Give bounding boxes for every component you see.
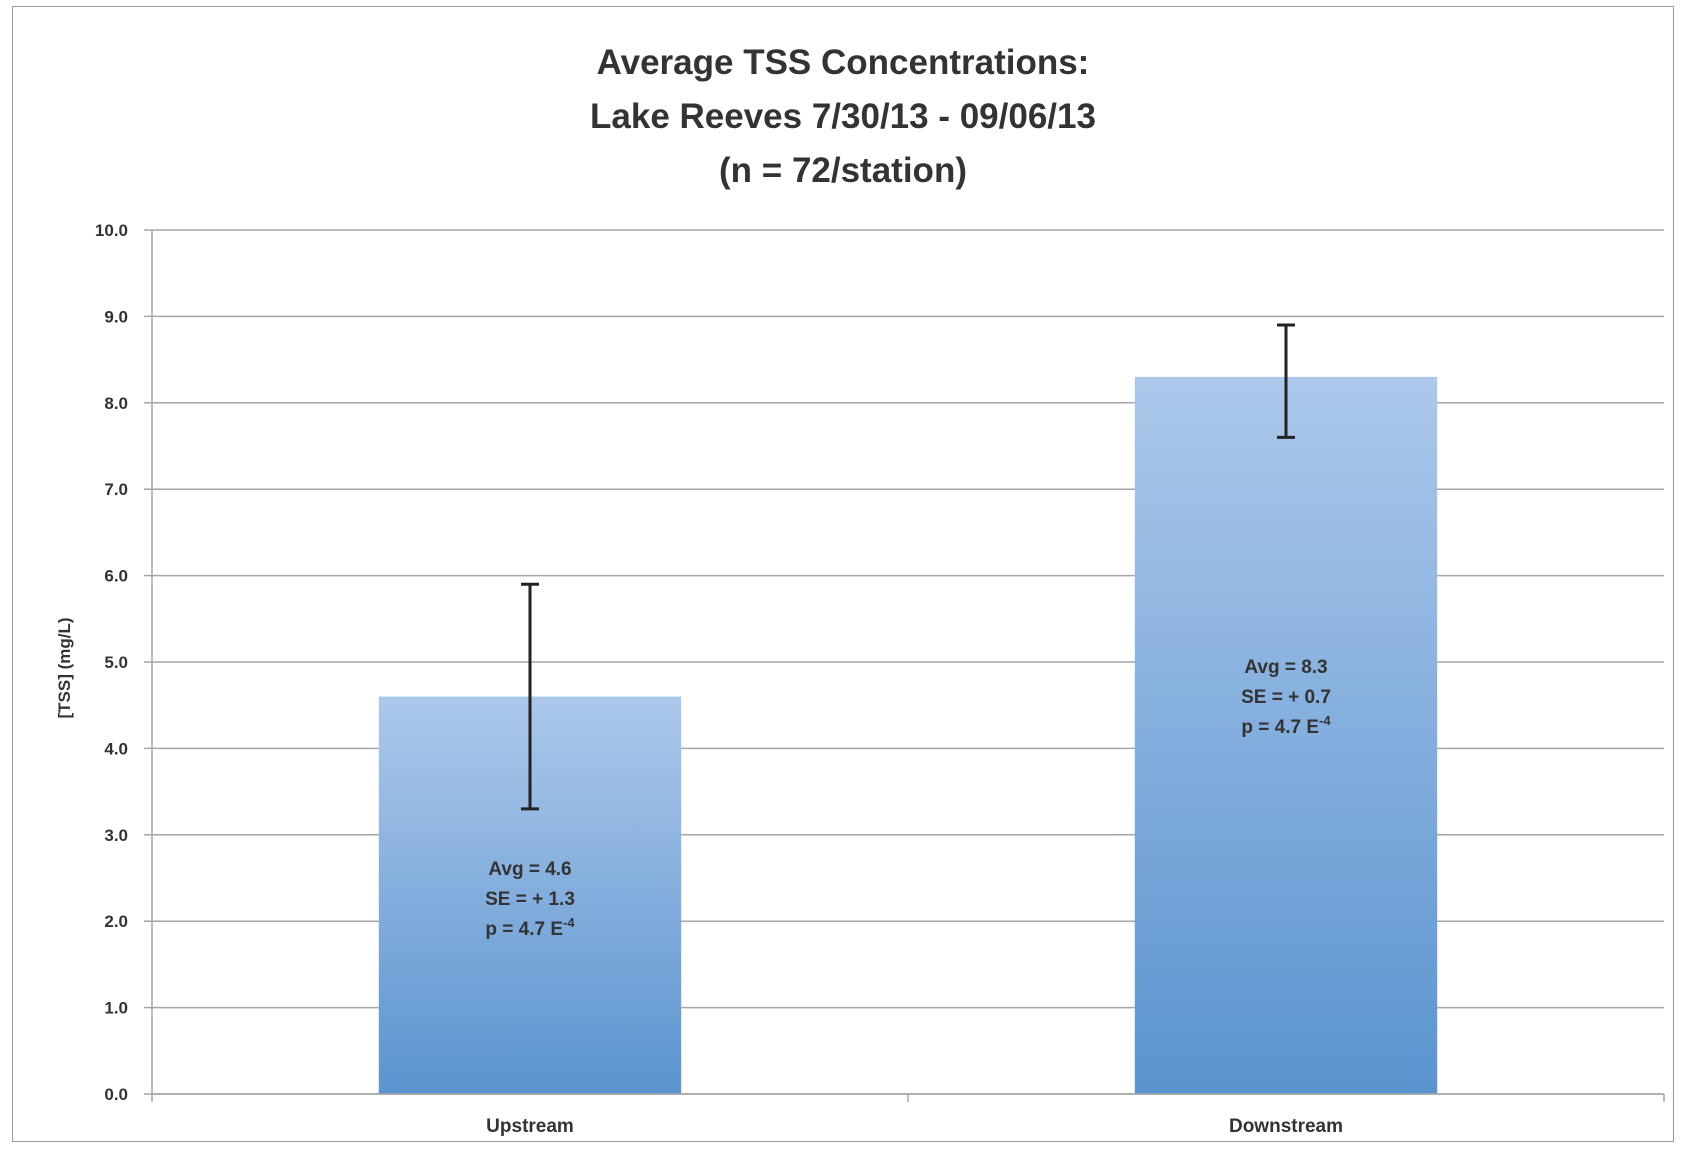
y-tick-label: 10.0 — [95, 221, 128, 240]
bar-note-avg: Avg = 4.6 — [488, 859, 571, 880]
bar-note-p-exponent: -4 — [563, 915, 575, 930]
bar-note-p-exponent: -4 — [1319, 713, 1331, 728]
chart-title-line-2: Lake Reeves 7/30/13 - 09/06/13 — [590, 97, 1096, 136]
chart-title-line-1: Average TSS Concentrations: — [596, 43, 1090, 82]
bar-note-se: SE = + 1.3 — [485, 889, 575, 910]
y-tick-label: 0.0 — [104, 1085, 128, 1104]
chart-title-line-3: (n = 72/station) — [719, 151, 967, 190]
y-tick-label: 8.0 — [104, 394, 128, 413]
chart-title: Average TSS Concentrations: Lake Reeves … — [0, 36, 1686, 198]
y-tick-label: 4.0 — [104, 739, 128, 758]
y-tick-label: 6.0 — [104, 567, 128, 586]
x-category-label: Downstream — [1229, 1116, 1343, 1137]
y-tick-label: 7.0 — [104, 480, 128, 499]
bar-downstream — [1134, 376, 1438, 1094]
y-tick-label: 3.0 — [104, 826, 128, 845]
y-tick-label: 1.0 — [104, 999, 128, 1018]
bar-note-avg: Avg = 8.3 — [1244, 657, 1327, 678]
y-tick-label: 5.0 — [104, 653, 128, 672]
y-axis-label: [TSS] (mg/L) — [55, 617, 74, 718]
bar-note-p: p = 4.7 E-4 — [485, 915, 575, 940]
y-tick-label: 9.0 — [104, 307, 128, 326]
bar-note-se: SE = + 0.7 — [1241, 687, 1331, 708]
x-category-label: Upstream — [486, 1116, 574, 1137]
y-tick-label: 2.0 — [104, 912, 128, 931]
bar-note-p: p = 4.7 E-4 — [1241, 713, 1331, 738]
